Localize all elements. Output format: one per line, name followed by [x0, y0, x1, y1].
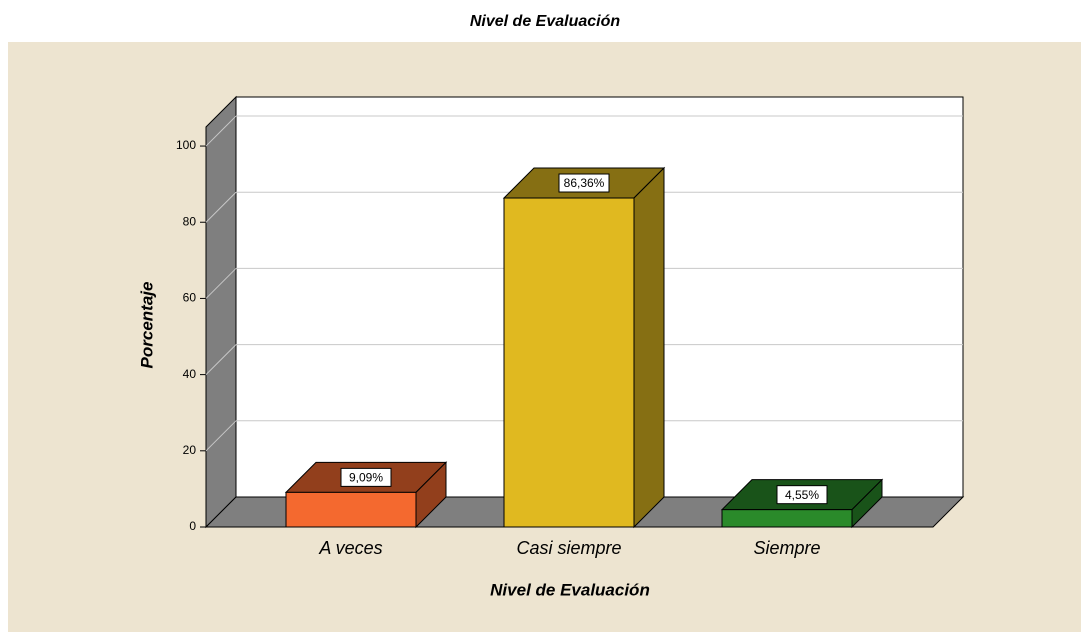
value-label-box [558, 173, 610, 193]
x-axis-title: Nivel de Evaluación [490, 580, 650, 599]
value-label-box [776, 485, 828, 505]
x-tick-label: Casi siempre [516, 538, 621, 558]
y-tick-label: 80 [183, 214, 197, 228]
x-tick-label: Siempre [753, 538, 820, 558]
grid-line [205, 191, 237, 223]
bar-front [285, 491, 417, 528]
grid-line [205, 115, 237, 147]
value-label: 9,09% [349, 471, 383, 485]
value-label: 4,55% [785, 488, 819, 502]
value-label: 86,36% [564, 176, 605, 190]
grid-line [205, 420, 237, 452]
y-tick-label: 60 [183, 291, 197, 305]
y-tick-label: 0 [189, 519, 196, 533]
x-tick-label: A veces [318, 538, 382, 558]
grid-line [205, 268, 237, 299]
bar [502, 166, 666, 529]
y-tick-label: 40 [183, 367, 197, 381]
bar-side [633, 166, 665, 529]
grid-line [205, 344, 237, 375]
left-wall [205, 95, 237, 529]
value-label-box [340, 467, 392, 487]
y-tick-label: 20 [183, 443, 197, 457]
bar-front [503, 197, 635, 528]
bar-front [721, 509, 853, 528]
chart-title: Nivel de Evaluación [470, 13, 621, 30]
y-axis-title: Porcentaje [137, 282, 156, 369]
y-tick-label: 100 [176, 138, 196, 152]
